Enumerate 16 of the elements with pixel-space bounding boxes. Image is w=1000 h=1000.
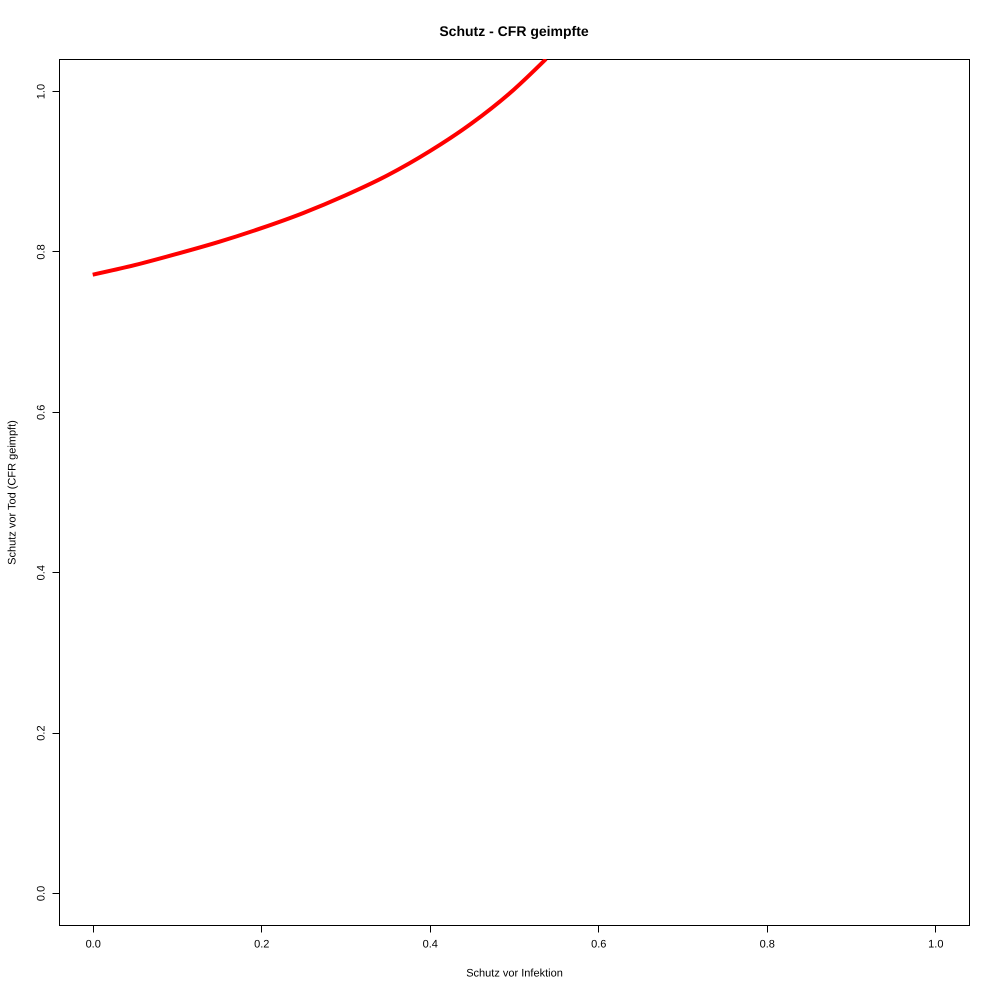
y-axis-title: Schutz vor Tod (CFR geimpft): [6, 420, 18, 565]
chart-title: Schutz - CFR geimpfte: [439, 23, 589, 39]
x-tick-label: 0.6: [591, 938, 606, 950]
x-tick-label: 0.4: [422, 938, 438, 950]
x-tick-label: 0.0: [86, 938, 101, 950]
y-tick-label: 0.4: [36, 565, 48, 580]
x-tick-label: 1.0: [928, 938, 944, 950]
y-tick-label: 0.0: [36, 886, 48, 902]
y-tick-label: 0.6: [36, 404, 48, 420]
y-tick-label: 1.0: [36, 84, 48, 100]
y-tick-label: 0.2: [36, 725, 48, 741]
line-series: [90, 59, 548, 277]
x-axis-title: Schutz vor Infektion: [466, 968, 563, 980]
y-tick-label: 0.8: [36, 244, 48, 260]
x-tick-label: 0.2: [254, 938, 270, 950]
x-tick-label: 0.8: [760, 938, 775, 950]
